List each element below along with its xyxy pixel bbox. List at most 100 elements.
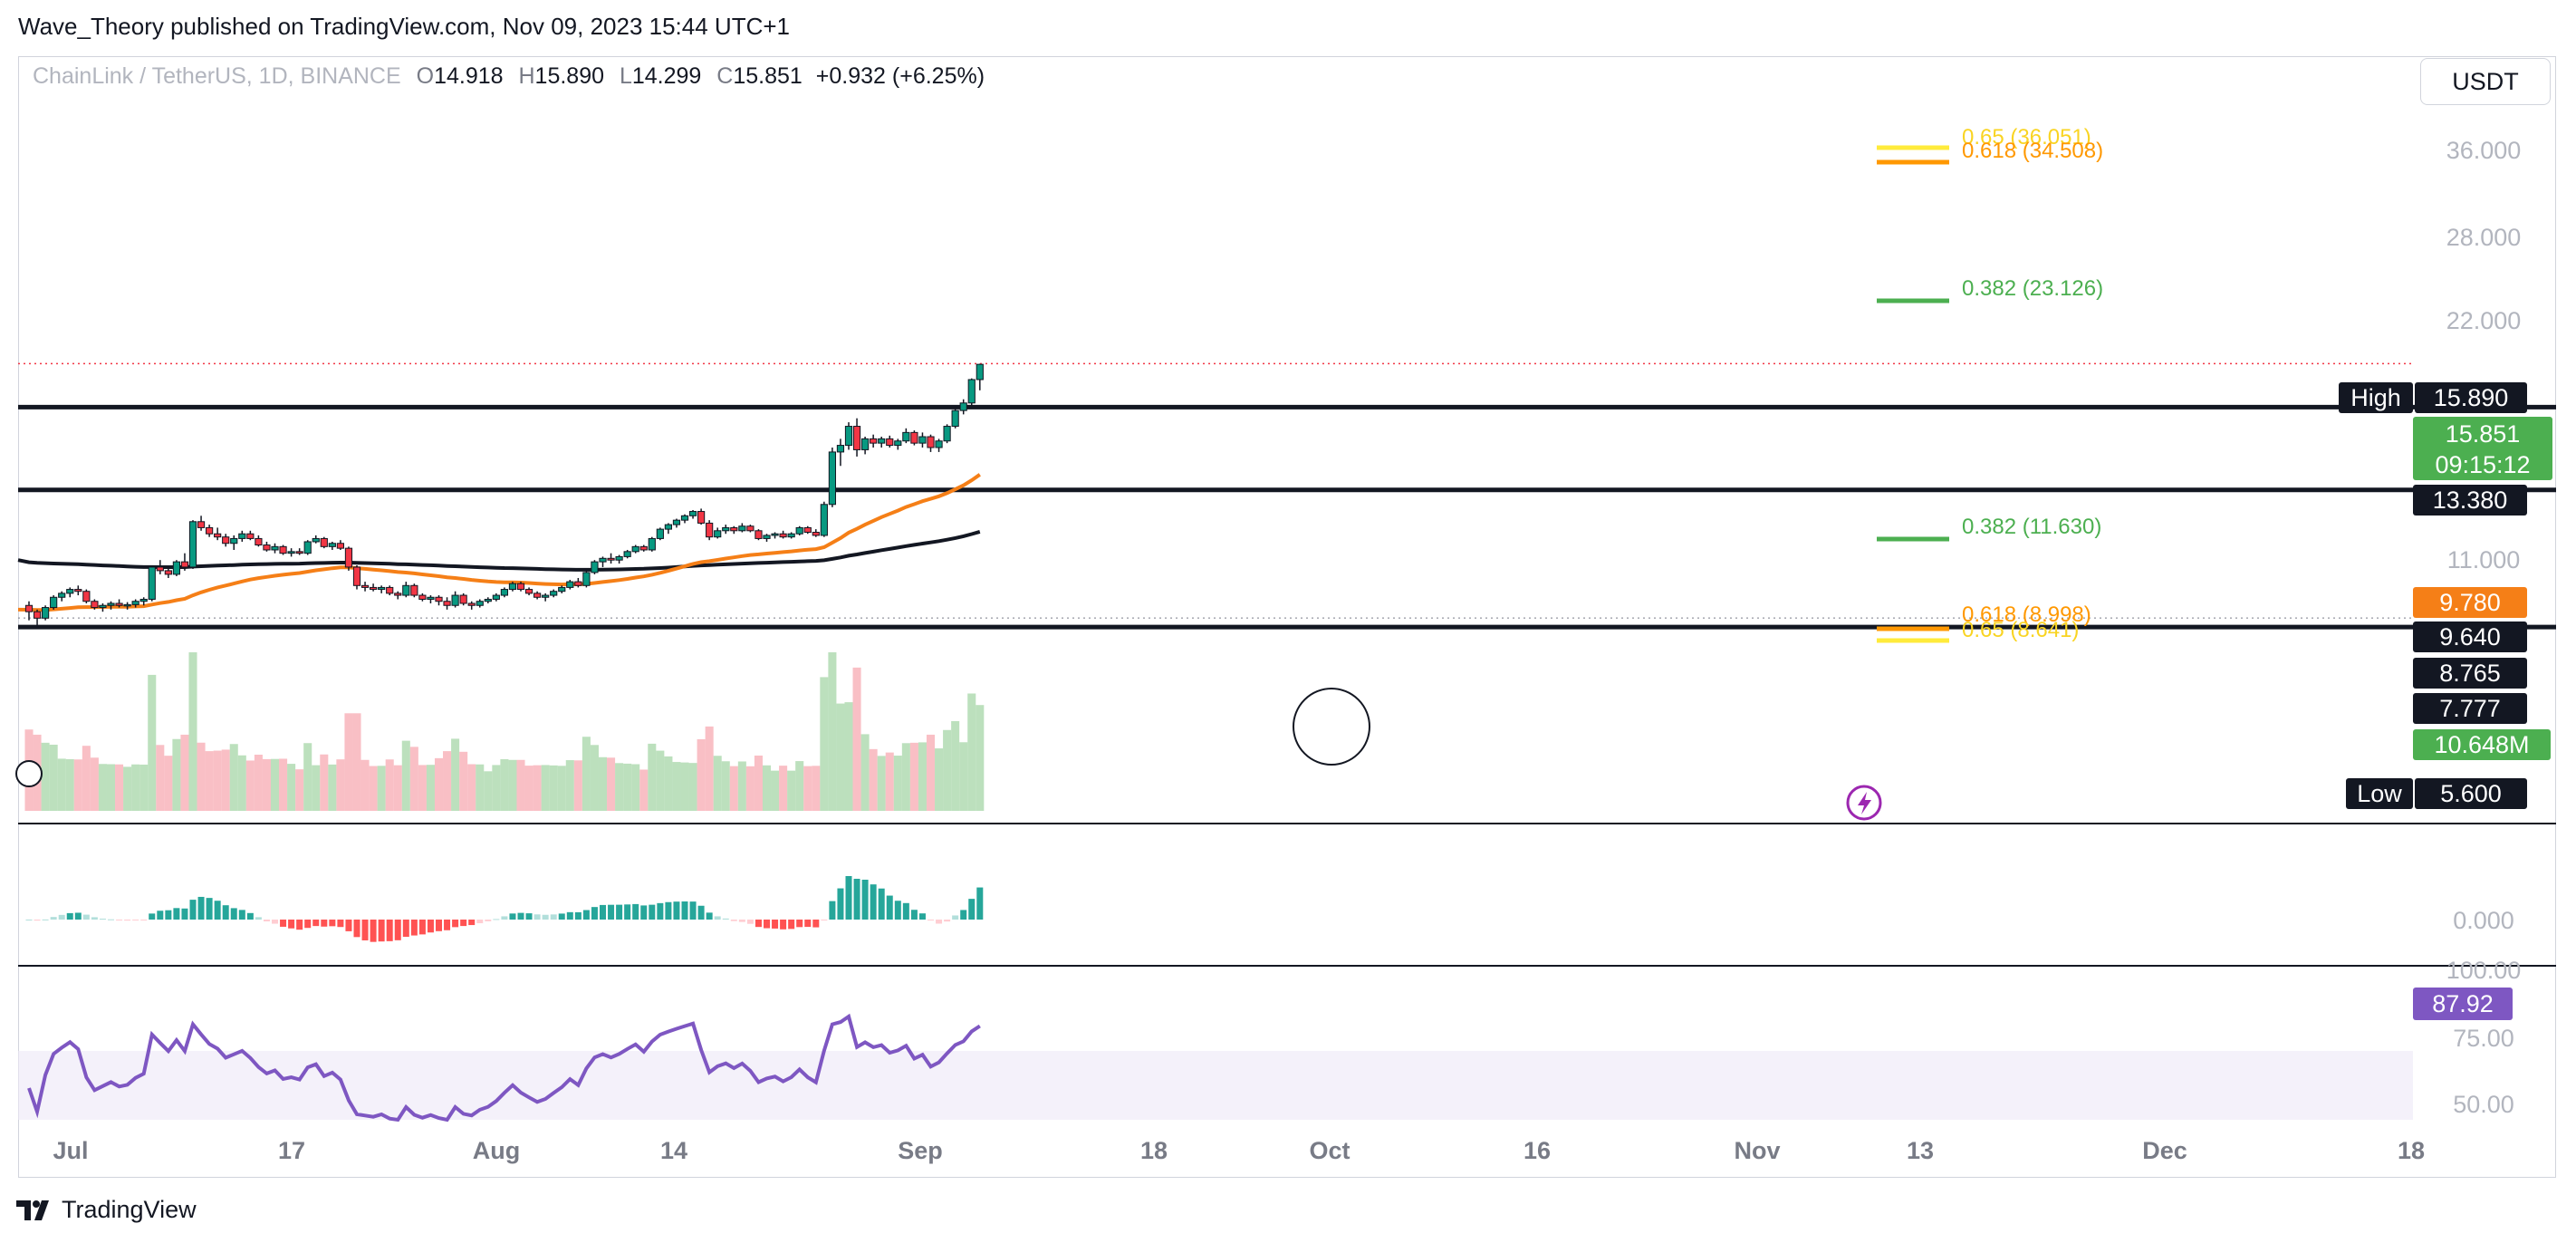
candle-body bbox=[803, 526, 812, 534]
volume-bar bbox=[828, 652, 837, 811]
volume-bar bbox=[623, 763, 632, 811]
price-tag-volume: 10.648M bbox=[2434, 731, 2529, 758]
candle-body bbox=[935, 440, 943, 448]
candle-body bbox=[672, 519, 681, 525]
volume-bar bbox=[393, 765, 402, 811]
volume-bar bbox=[254, 755, 263, 811]
volume-bar bbox=[967, 693, 976, 811]
candle-body bbox=[206, 526, 214, 535]
candle-body bbox=[230, 537, 238, 544]
last-price-countdown: 09:15:12 bbox=[2435, 451, 2530, 478]
volume-bar bbox=[90, 757, 99, 811]
time-axis-tick: 18 bbox=[1140, 1137, 1168, 1164]
volume-bar bbox=[918, 742, 927, 811]
candle-body bbox=[688, 511, 697, 516]
volume-bar bbox=[697, 738, 706, 811]
time-axis-tick: Nov bbox=[1734, 1137, 1780, 1164]
level-tag: 13.380 bbox=[2433, 487, 2508, 514]
candle-body bbox=[927, 436, 935, 448]
candle-body bbox=[730, 526, 738, 532]
currency-button[interactable]: USDT bbox=[2420, 58, 2551, 105]
horizontal-levels-layer bbox=[18, 362, 2556, 630]
volume-bar bbox=[443, 751, 452, 811]
volume-bar bbox=[401, 740, 410, 811]
chart-canvas[interactable]: 0.65 (36.051)0.618 (34.508) 0.382 (23.126… bbox=[0, 0, 2576, 1178]
macd-histogram-bar bbox=[410, 920, 418, 936]
volume-bar bbox=[582, 737, 591, 811]
volume-bar bbox=[360, 759, 370, 811]
macd-histogram-bar bbox=[361, 920, 369, 940]
volume-bar bbox=[869, 748, 878, 811]
price-tag-volume-bg bbox=[2413, 729, 2551, 760]
time-axis-tick: Sep bbox=[898, 1137, 943, 1164]
candle-body bbox=[320, 537, 328, 547]
volume-bar bbox=[237, 755, 246, 811]
candle-body bbox=[164, 570, 172, 575]
candle-body bbox=[378, 586, 386, 591]
volume-bar bbox=[295, 769, 304, 811]
candle-body bbox=[352, 566, 361, 586]
macd-histogram-bar bbox=[91, 917, 98, 920]
candle-body bbox=[582, 572, 591, 586]
macd-histogram-bar bbox=[82, 914, 90, 920]
highlight-circle bbox=[1293, 688, 1370, 766]
macd-histogram-bar bbox=[460, 920, 467, 927]
volume-bar bbox=[607, 757, 616, 811]
macd-histogram-bar bbox=[58, 914, 65, 920]
macd-histogram-bar bbox=[689, 901, 697, 920]
macd-histogram-bar bbox=[370, 920, 377, 942]
volume-bar bbox=[877, 756, 886, 811]
volume-bar bbox=[336, 759, 345, 811]
chart-frame[interactable] bbox=[18, 56, 2556, 1178]
price-axis-tick: 11.000 bbox=[2447, 546, 2521, 573]
volume-bar bbox=[565, 760, 574, 811]
moving-averages-layer bbox=[17, 473, 981, 612]
candle-body bbox=[427, 596, 435, 600]
candle-body bbox=[820, 504, 828, 536]
volume-bar bbox=[737, 761, 746, 811]
candle-body bbox=[533, 593, 542, 598]
candle-body bbox=[58, 593, 66, 598]
candle-body bbox=[360, 584, 370, 588]
volume-bar bbox=[115, 764, 124, 811]
footer-brand[interactable]: TradingView bbox=[16, 1196, 197, 1224]
candle-body bbox=[74, 589, 82, 593]
candle-body bbox=[976, 363, 984, 381]
candle-body bbox=[50, 596, 58, 609]
macd-histogram-bar bbox=[321, 920, 328, 927]
rsi-line bbox=[27, 1013, 981, 1123]
volume-bar bbox=[976, 705, 985, 811]
macd-histogram-bar bbox=[673, 901, 680, 920]
macd-histogram-bar bbox=[902, 902, 909, 920]
volume-bar bbox=[631, 764, 640, 811]
legend-symbol[interactable]: ChainLink / TetherUS, 1D, BINANCE bbox=[33, 63, 401, 89]
volume-bar bbox=[787, 770, 796, 811]
legend-open-label: O bbox=[416, 63, 435, 89]
candle-body bbox=[697, 511, 706, 524]
time-axis-tick: 13 bbox=[1907, 1137, 1934, 1164]
candle-body bbox=[951, 410, 959, 428]
macd-histogram-bar bbox=[755, 920, 762, 928]
candle-body bbox=[828, 451, 836, 506]
macd-histogram-bar bbox=[378, 920, 385, 942]
volume-bar bbox=[885, 752, 894, 811]
macd-histogram-bar bbox=[936, 920, 943, 924]
time-axis-tick: 16 bbox=[1523, 1137, 1551, 1164]
macd-histogram-bar bbox=[730, 920, 737, 921]
macd-histogram-bar bbox=[501, 916, 508, 920]
price-axis-tick: 0.000 bbox=[2453, 907, 2514, 934]
candle-body bbox=[344, 547, 353, 568]
candle-body bbox=[714, 530, 722, 538]
candle-body bbox=[746, 525, 755, 532]
macd-histogram-bar bbox=[525, 913, 533, 920]
candle-body bbox=[336, 543, 344, 549]
price-axis-layer: 36.000 28.000 22.000 11.000 0.000 100.00 75.00… bbox=[2446, 137, 2522, 1118]
candle-body bbox=[24, 604, 34, 612]
volume-bar bbox=[385, 759, 394, 811]
candle-body bbox=[959, 402, 967, 411]
level-tag-bg bbox=[2413, 485, 2527, 516]
volume-bar bbox=[836, 703, 845, 811]
fib-level-label: 0.65 (36.051) bbox=[1962, 125, 2091, 149]
volume-bar bbox=[680, 762, 689, 811]
price-tag-ema200-bg bbox=[2413, 693, 2527, 724]
